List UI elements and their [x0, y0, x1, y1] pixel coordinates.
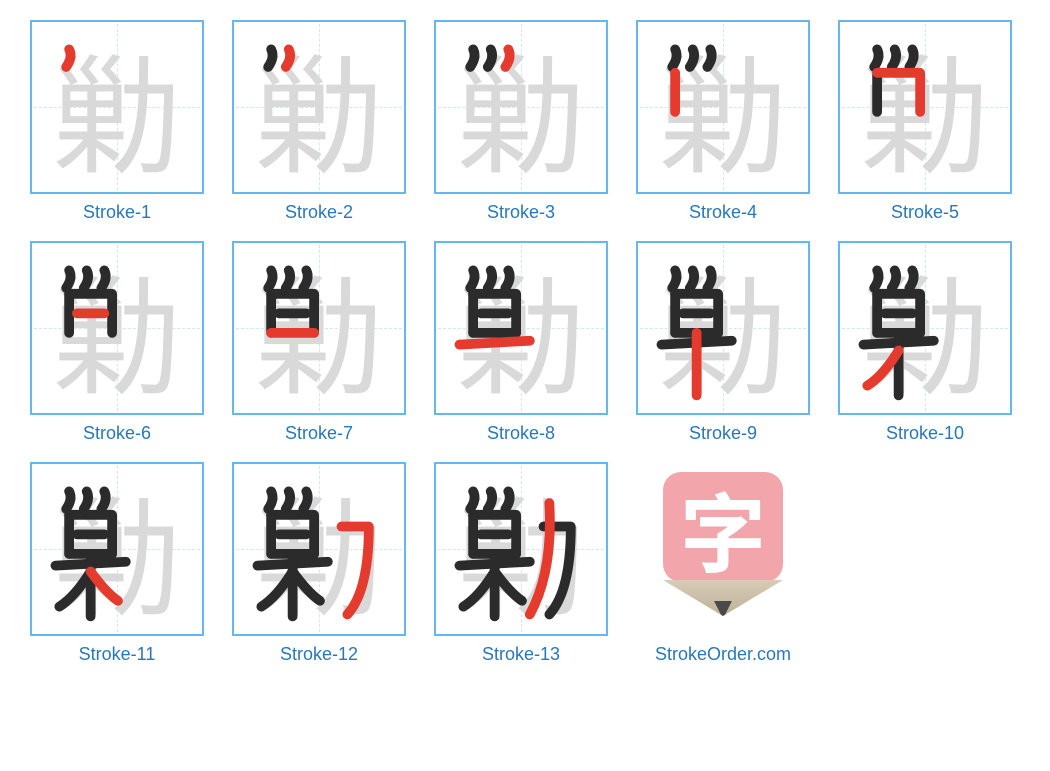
stroke-label: Stroke-2: [285, 202, 353, 223]
logo-cell: 字 StrokeOrder.com: [636, 462, 810, 665]
stroke-tile: 勦: [838, 20, 1012, 194]
stroke-tile: 勦: [30, 462, 204, 636]
stroke-label: Stroke-13: [482, 644, 560, 665]
stroke-tile: 勦: [636, 241, 810, 415]
grid-line-vertical: [723, 24, 724, 190]
stroke-cell: 勦 Stroke-11: [30, 462, 204, 665]
stroke-tile: 勦: [232, 462, 406, 636]
stroke-label: Stroke-7: [285, 423, 353, 444]
grid-line-vertical: [521, 466, 522, 632]
site-label: StrokeOrder.com: [655, 644, 791, 665]
site-logo: 字: [658, 472, 788, 622]
stroke-cell: 勦 Stroke-1: [30, 20, 204, 223]
stroke-cell: 勦 Stroke-2: [232, 20, 406, 223]
stroke-tile: 勦: [232, 241, 406, 415]
stroke-tile: 勦: [30, 20, 204, 194]
stroke-cell: 勦 Stroke-5: [838, 20, 1012, 223]
stroke-label: Stroke-8: [487, 423, 555, 444]
grid-line-vertical: [319, 24, 320, 190]
stroke-cell: 勦 Stroke-3: [434, 20, 608, 223]
logo-tile: 字: [636, 462, 810, 636]
pencil-tip-icon: [663, 580, 783, 616]
stroke-label: Stroke-10: [886, 423, 964, 444]
grid-line-vertical: [925, 24, 926, 190]
stroke-cell: 勦 Stroke-7: [232, 241, 406, 444]
stroke-cell: 勦 Stroke-8: [434, 241, 608, 444]
stroke-tile: 勦: [434, 241, 608, 415]
logo-square: 字: [663, 472, 783, 582]
grid-line-vertical: [521, 24, 522, 190]
grid-line-vertical: [117, 466, 118, 632]
stroke-tile: 勦: [434, 20, 608, 194]
stroke-grid: 勦 Stroke-1 勦 Stroke-2 勦 Stroke-3 勦 Stroke-4 勦 Str…: [30, 20, 1020, 665]
grid-line-vertical: [723, 245, 724, 411]
stroke-tile: 勦: [30, 241, 204, 415]
stroke-label: Stroke-5: [891, 202, 959, 223]
logo-char: 字: [680, 465, 766, 590]
stroke-tile: 勦: [636, 20, 810, 194]
grid-line-vertical: [521, 245, 522, 411]
stroke-label: Stroke-6: [83, 423, 151, 444]
stroke-tile: 勦: [232, 20, 406, 194]
stroke-cell: 勦 Stroke-13: [434, 462, 608, 665]
stroke-cell: 勦 Stroke-4: [636, 20, 810, 223]
stroke-cell: 勦 Stroke-9: [636, 241, 810, 444]
grid-line-vertical: [925, 245, 926, 411]
stroke-label: Stroke-1: [83, 202, 151, 223]
grid-line-vertical: [319, 466, 320, 632]
stroke-label: Stroke-11: [79, 644, 156, 665]
stroke-label: Stroke-9: [689, 423, 757, 444]
stroke-label: Stroke-4: [689, 202, 757, 223]
stroke-cell: 勦 Stroke-10: [838, 241, 1012, 444]
stroke-label: Stroke-3: [487, 202, 555, 223]
stroke-label: Stroke-12: [280, 644, 358, 665]
grid-line-vertical: [117, 24, 118, 190]
stroke-tile: 勦: [434, 462, 608, 636]
stroke-cell: 勦 Stroke-6: [30, 241, 204, 444]
grid-line-vertical: [319, 245, 320, 411]
stroke-cell: 勦 Stroke-12: [232, 462, 406, 665]
grid-line-vertical: [117, 245, 118, 411]
pencil-lead-icon: [714, 601, 732, 619]
stroke-tile: 勦: [838, 241, 1012, 415]
